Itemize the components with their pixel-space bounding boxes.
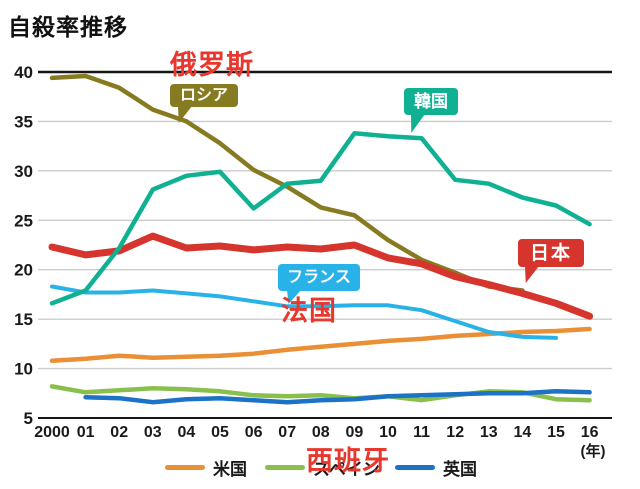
x-tick-16: 16 (581, 424, 599, 441)
x-tick-06: 06 (245, 424, 263, 441)
series-line-russia (49, 73, 525, 293)
x-tick-08: 08 (312, 424, 330, 441)
korea-label-bubble: 韓国 (404, 88, 458, 133)
x-tick-14: 14 (514, 424, 532, 441)
russia-label-bubble: ロシア (170, 84, 238, 123)
legend-label-spain: スペイン (313, 459, 380, 479)
uk-line-swatch-icon (395, 464, 435, 470)
x-tick-01: 01 (77, 424, 95, 441)
legend-label-uk: 英国 (443, 459, 477, 479)
chart-title: 自殺率推移 (8, 14, 128, 40)
japan-label-bubble: 日本 (518, 239, 584, 283)
spain-line-swatch-icon (265, 464, 305, 470)
series-line-korea (49, 131, 592, 306)
x-tick-07: 07 (278, 424, 296, 441)
y-tick-20: 20 (14, 261, 33, 280)
series-line-japan (48, 232, 594, 320)
series-line-uk (83, 389, 592, 405)
y-tick-25: 25 (14, 211, 33, 230)
usa-line-swatch-icon (165, 464, 205, 470)
y-tick-10: 10 (14, 360, 33, 379)
x-tick-11: 11 (413, 424, 430, 441)
x-tick-2000: 2000 (34, 424, 70, 441)
x-tick-13: 13 (480, 424, 498, 441)
chinese-note-russia: 俄罗斯 (170, 50, 254, 80)
x-tick-04: 04 (178, 424, 196, 441)
legend-item-uk: 英国 (395, 455, 477, 479)
y-tick-40: 40 (14, 63, 33, 82)
y-tick-35: 35 (14, 112, 33, 131)
france-label-text: フランス (287, 268, 351, 286)
legend-item-spain: スペイン (265, 455, 380, 479)
chinese-note-france: 法国 (281, 296, 337, 326)
x-tick-10: 10 (379, 424, 397, 441)
russia-label-text: ロシア (179, 86, 228, 104)
series-line-france (50, 284, 558, 340)
y-tick-15: 15 (14, 310, 33, 329)
x-tick-12: 12 (446, 424, 464, 441)
y-tick-5: 5 (24, 409, 33, 428)
chinese-note-spain: 西班牙 (306, 446, 390, 476)
korea-label-text: 韓国 (414, 92, 448, 111)
japan-label-text: 日本 (529, 242, 572, 264)
x-tick-09: 09 (346, 424, 364, 441)
x-tick-05: 05 (211, 424, 229, 441)
x-tick-15: 15 (547, 424, 565, 441)
france-label-bubble: フランス (278, 264, 360, 304)
legend-label-usa: 米国 (213, 459, 247, 479)
x-tick-03: 03 (144, 424, 162, 441)
legend-item-usa: 米国 (165, 455, 247, 479)
x-tick-02: 02 (110, 424, 128, 441)
y-tick-30: 30 (14, 162, 33, 181)
x-axis-unit: (年) (581, 442, 606, 460)
